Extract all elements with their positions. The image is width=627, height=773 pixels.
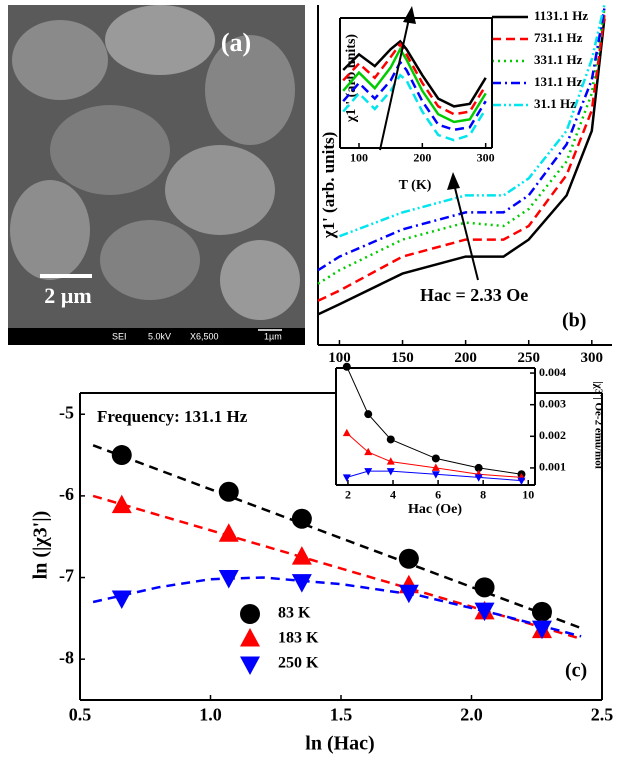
annotation: (c) bbox=[565, 660, 587, 682]
legend-label: 731.1 Hz bbox=[534, 30, 583, 45]
fit-line bbox=[93, 578, 581, 637]
marker bbox=[219, 523, 239, 542]
footer-text: SEI bbox=[112, 331, 127, 341]
x-axis-label: T (K) bbox=[399, 178, 432, 193]
figure: (a) 2 µm SEI 5.0kV X6,500 1µm 100 150 200 2… bbox=[0, 0, 627, 773]
legend-label: 331.1 Hz bbox=[534, 52, 583, 67]
x-axis-label: Hac (Oe) bbox=[408, 502, 462, 517]
marker bbox=[292, 574, 312, 593]
legend-label: 31.1 Hz bbox=[534, 96, 576, 111]
marker bbox=[399, 585, 419, 604]
grain bbox=[10, 180, 90, 280]
legend-marker bbox=[240, 628, 260, 647]
x-tick-label: 100 bbox=[350, 151, 368, 165]
x-tick-label: 2.5 bbox=[591, 704, 614, 724]
x-tick-label: 200 bbox=[454, 350, 477, 366]
y-axis-label: |χ3'| Oe-2 emu/mol bbox=[592, 381, 604, 469]
legend-label: 250 K bbox=[278, 655, 319, 672]
sem-image: (a) 2 µm SEI 5.0kV X6,500 1µm bbox=[8, 5, 305, 345]
legend-label: 1131.1 Hz bbox=[534, 8, 588, 23]
footer-text: 1µm bbox=[264, 331, 282, 341]
x-tick-label: 200 bbox=[413, 151, 431, 165]
y-tick-label: -8 bbox=[59, 647, 74, 667]
legend-marker bbox=[240, 604, 260, 624]
x-tick-label: 300 bbox=[477, 151, 495, 165]
y-tick-label: -6 bbox=[59, 484, 74, 504]
panel-label: (a) bbox=[221, 28, 251, 57]
x-tick-label: 0.5 bbox=[69, 704, 92, 724]
grain bbox=[220, 240, 300, 320]
x-tick-label: 250 bbox=[517, 350, 540, 366]
y-tick-label: 0.003 bbox=[539, 396, 566, 410]
footer-text: X6,500 bbox=[190, 331, 219, 341]
legend-label: 83 K bbox=[278, 605, 311, 622]
x-tick-label: 6 bbox=[435, 488, 441, 502]
x-tick-label: 4 bbox=[390, 488, 396, 502]
marker bbox=[112, 590, 132, 609]
scale-label: 2 µm bbox=[44, 283, 92, 308]
x-axis-label: ln (Hac) bbox=[305, 733, 374, 755]
x-tick-label: 1.0 bbox=[199, 704, 222, 724]
y-axis-label: ln (|χ3'|) bbox=[30, 511, 52, 580]
y-tick-label: 0.002 bbox=[539, 428, 566, 442]
legend-label: 131.1 Hz bbox=[534, 74, 583, 89]
annotation: (b) bbox=[562, 310, 586, 332]
annotation: Hac = 2.33 Oe bbox=[420, 285, 528, 305]
x-tick-label: 300 bbox=[581, 350, 604, 366]
marker bbox=[112, 445, 132, 465]
legend-label: 183 K bbox=[278, 630, 319, 647]
marker bbox=[364, 410, 372, 418]
marker bbox=[475, 577, 495, 597]
grain bbox=[165, 145, 275, 235]
y-tick-label: -5 bbox=[59, 402, 74, 422]
marker bbox=[219, 482, 239, 502]
grain bbox=[12, 20, 108, 100]
y-tick-label: 0.004 bbox=[539, 365, 566, 379]
x-tick-label: 2 bbox=[345, 488, 351, 502]
marker bbox=[532, 602, 552, 622]
legend-marker bbox=[240, 657, 260, 676]
marker bbox=[219, 570, 239, 589]
footer-text: 5.0kV bbox=[148, 331, 171, 341]
x-tick-label: 10 bbox=[522, 488, 534, 502]
marker bbox=[343, 363, 351, 371]
annotation: Frequency: 131.1 Hz bbox=[97, 407, 248, 426]
x-tick-label: 150 bbox=[391, 350, 414, 366]
y-tick-label: 0.001 bbox=[539, 460, 566, 474]
grain bbox=[105, 5, 215, 75]
x-tick-label: 1.5 bbox=[330, 704, 353, 724]
marker bbox=[387, 435, 395, 443]
marker bbox=[399, 549, 419, 569]
grain bbox=[50, 105, 170, 195]
x-tick-label: 2.0 bbox=[460, 704, 483, 724]
x-tick-label: 8 bbox=[480, 488, 486, 502]
marker bbox=[112, 495, 132, 514]
arrow-head bbox=[403, 6, 416, 24]
y-tick-label: -7 bbox=[59, 566, 74, 586]
marker bbox=[432, 454, 440, 462]
marker bbox=[292, 509, 312, 529]
y-axis-label: χ1' (arb. units) bbox=[319, 132, 338, 240]
grain bbox=[100, 220, 200, 300]
arrow-head bbox=[447, 172, 460, 190]
